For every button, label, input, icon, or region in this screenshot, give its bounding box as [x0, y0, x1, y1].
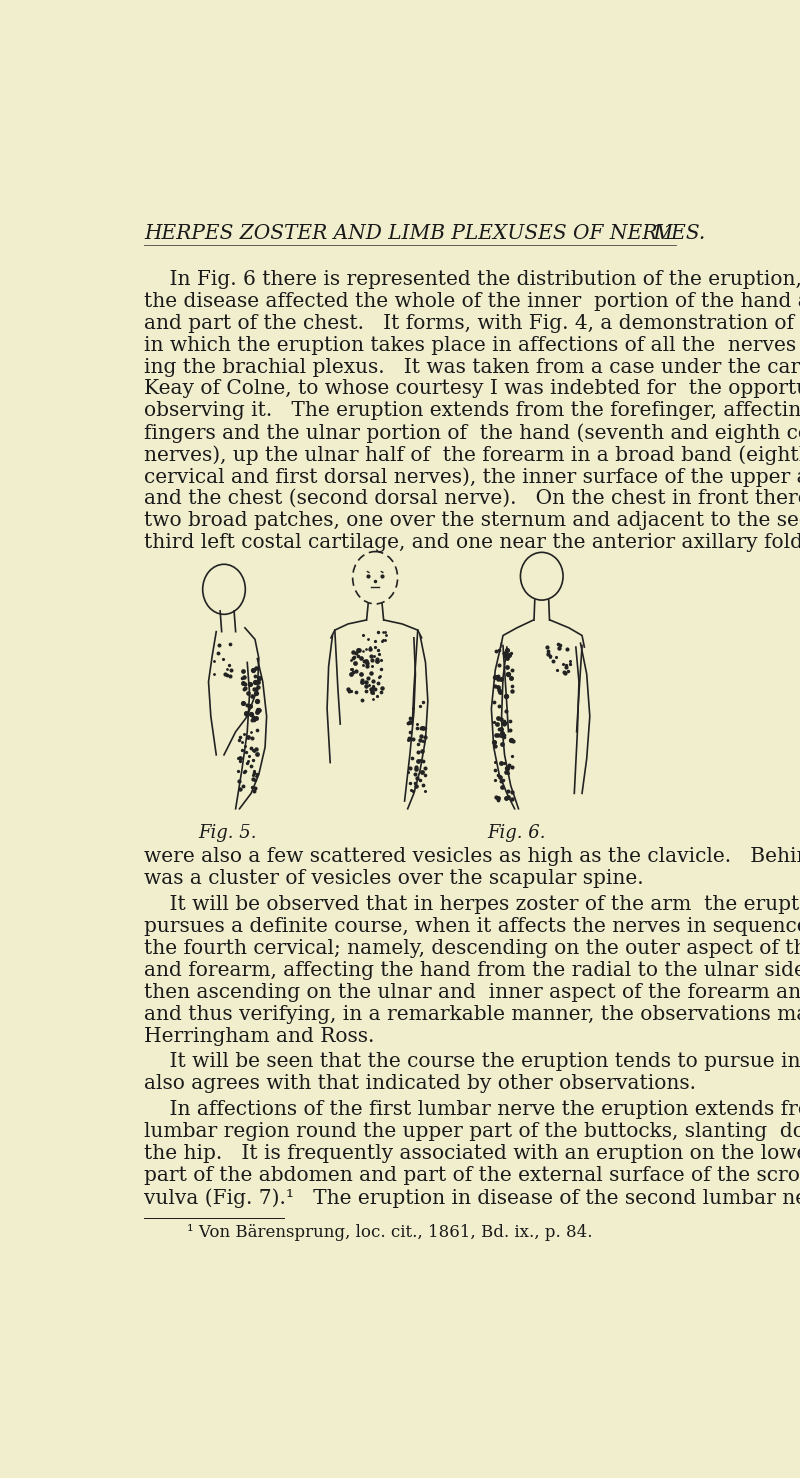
- Text: also agrees with that indicated by other observations.: also agrees with that indicated by other…: [144, 1075, 696, 1094]
- Text: and part of the chest.   It forms, with Fig. 4, a demonstration of the manner: and part of the chest. It forms, with Fi…: [144, 313, 800, 333]
- Text: in which the eruption takes place in affections of all the  nerves constitut-: in which the eruption takes place in aff…: [144, 336, 800, 355]
- Ellipse shape: [521, 553, 563, 600]
- Text: fingers and the ulnar portion of  the hand (seventh and eighth cervical: fingers and the ulnar portion of the han…: [144, 423, 800, 443]
- Ellipse shape: [353, 551, 398, 605]
- Text: In Fig. 6 there is represented the distribution of the eruption, where: In Fig. 6 there is represented the distr…: [144, 270, 800, 288]
- Text: pursues a definite course, when it affects the nerves in sequence below: pursues a definite course, when it affec…: [144, 916, 800, 936]
- Ellipse shape: [202, 565, 246, 615]
- Text: Herringham and Ross.: Herringham and Ross.: [144, 1027, 374, 1045]
- Text: It will be seen that the course the eruption tends to pursue in the leg: It will be seen that the course the erup…: [144, 1052, 800, 1072]
- Text: part of the abdomen and part of the external surface of the scrotum or: part of the abdomen and part of the exte…: [144, 1166, 800, 1185]
- Text: were also a few scattered vesicles as high as the clavicle.   Behind there: were also a few scattered vesicles as hi…: [144, 847, 800, 866]
- Text: Fig. 6.: Fig. 6.: [487, 825, 546, 842]
- Text: third left costal cartilage, and one near the anterior axillary fold.   There: third left costal cartilage, and one nea…: [144, 534, 800, 553]
- Text: lumbar region round the upper part of the buttocks, slanting  down over: lumbar region round the upper part of th…: [144, 1122, 800, 1141]
- Text: and thus verifying, in a remarkable manner, the observations made by: and thus verifying, in a remarkable mann…: [144, 1005, 800, 1024]
- Text: and the chest (second dorsal nerve).   On the chest in front there were: and the chest (second dorsal nerve). On …: [144, 489, 800, 508]
- Text: 11: 11: [650, 223, 676, 242]
- Text: the fourth cervical; namely, descending on the outer aspect of the arm: the fourth cervical; namely, descending …: [144, 939, 800, 958]
- Text: ¹ Von Bärensprung, loc. cit., 1861, Bd. ix., p. 84.: ¹ Von Bärensprung, loc. cit., 1861, Bd. …: [187, 1224, 592, 1242]
- Text: vulva (Fig. 7).¹   The eruption in disease of the second lumbar nerve: vulva (Fig. 7).¹ The eruption in disease…: [144, 1188, 800, 1208]
- Text: two broad patches, one over the sternum and adjacent to the second and: two broad patches, one over the sternum …: [144, 511, 800, 531]
- Text: the hip.   It is frequently associated with an eruption on the lower: the hip. It is frequently associated wit…: [144, 1144, 800, 1163]
- Text: Fig. 5.: Fig. 5.: [198, 825, 257, 842]
- Text: cervical and first dorsal nerves), the inner surface of the upper arm,: cervical and first dorsal nerves), the i…: [144, 467, 800, 486]
- Text: HERPES ZOSTER AND LIMB PLEXUSES OF NERVES.: HERPES ZOSTER AND LIMB PLEXUSES OF NERVE…: [144, 223, 706, 242]
- Text: was a cluster of vesicles over the scapular spine.: was a cluster of vesicles over the scapu…: [144, 869, 644, 888]
- Text: nerves), up the ulnar half of  the forearm in a broad band (eighth: nerves), up the ulnar half of the forear…: [144, 445, 800, 466]
- Text: In affections of the first lumbar nerve the eruption extends from the: In affections of the first lumbar nerve …: [144, 1100, 800, 1119]
- Text: and forearm, affecting the hand from the radial to the ulnar side, and: and forearm, affecting the hand from the…: [144, 961, 800, 980]
- Text: the disease affected the whole of the inner  portion of the hand and arm: the disease affected the whole of the in…: [144, 291, 800, 310]
- Text: Keay of Colne, to whose courtesy I was indebted for  the opportunity of: Keay of Colne, to whose courtesy I was i…: [144, 380, 800, 399]
- Text: observing it.   The eruption extends from the forefinger, affecting all the: observing it. The eruption extends from …: [144, 402, 800, 420]
- Text: then ascending on the ulnar and  inner aspect of the forearm and arm,: then ascending on the ulnar and inner as…: [144, 983, 800, 1002]
- Text: ing the brachial plexus.   It was taken from a case under the care of Dr.: ing the brachial plexus. It was taken fr…: [144, 358, 800, 377]
- Text: It will be observed that in herpes zoster of the arm  the eruption: It will be observed that in herpes zoste…: [144, 896, 800, 913]
